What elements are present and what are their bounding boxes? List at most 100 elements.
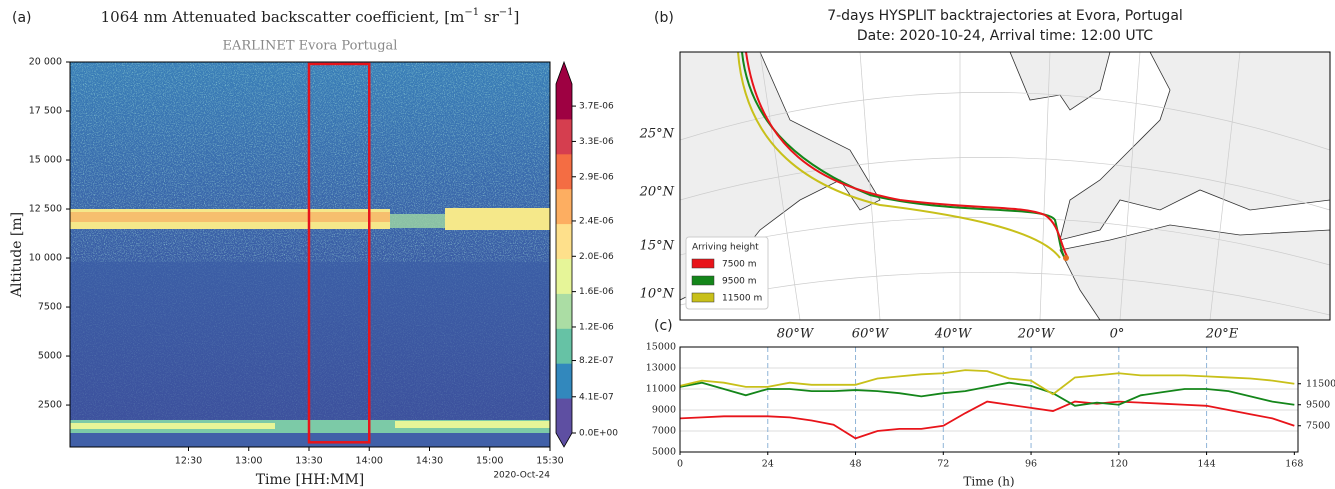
colorbar-swatch [556, 118, 572, 155]
title-unit: sr [479, 8, 499, 26]
y-tick-label: 10 000 [29, 253, 62, 264]
lon-label: 40°W [934, 327, 973, 342]
chart-subtitle: EARLINET Evora Portugal [223, 39, 398, 54]
panel-label: (c) [654, 318, 673, 334]
lon-label: 20°W [1017, 327, 1056, 342]
colorbar-swatch [556, 363, 572, 399]
lon-label: 80°W [777, 327, 815, 342]
y2-tick-label: 9500 [1306, 399, 1330, 410]
colorbar-tick-label: 1.2E-06 [579, 322, 614, 332]
title-text: 1064 nm Attenuated backscatter coefficie… [101, 8, 445, 26]
y-tick-label: 11000 [646, 384, 676, 395]
x-tick-label: 24 [762, 459, 774, 470]
colorbar-swatch [556, 188, 572, 225]
colorbar-tick-label: 0.0E+00 [579, 429, 618, 439]
x-axis-label: Time (h) [963, 475, 1014, 489]
y-tick-label: 2500 [38, 400, 62, 411]
colorbar-swatch [556, 223, 572, 259]
map [680, 52, 1330, 320]
plot-frame [69, 61, 551, 448]
plot-frame [679, 346, 1299, 453]
legend-title: Arriving height [692, 243, 759, 253]
lon-label: 20°E [1205, 327, 1239, 342]
colorbar-swatch [556, 153, 572, 190]
colorbar-swatch [556, 328, 572, 364]
lon-label: 0° [1110, 327, 1125, 342]
y-tick-label: 5000 [38, 351, 62, 362]
y-tick-label: 15 000 [29, 155, 62, 166]
lat-label: 20°N [639, 185, 675, 200]
panel-label: (b) [654, 10, 674, 26]
y-tick-label: 7500 [38, 302, 62, 313]
chart-subtitle: Date: 2020-10-24, Arrival time: 12:00 UT… [857, 28, 1153, 44]
colorbar-tick-label: 8.2E-07 [579, 356, 614, 366]
colorbar-tick-label: 2.0E-06 [579, 252, 614, 262]
x-tick-label: 15:30 [536, 456, 563, 467]
colorbar-swatch [556, 293, 572, 329]
date-label: 2020-Oct-24 [493, 471, 550, 481]
colorbar-tick-label: 4.1E-07 [579, 392, 614, 402]
lat-label: 10°N [640, 287, 675, 302]
x-tick-label: 14:30 [416, 456, 443, 467]
x-tick-label: 96 [1025, 459, 1037, 470]
colorbar-tick-label: 1.6E-06 [579, 287, 614, 297]
y2-tick-label: 11500 [1306, 378, 1335, 389]
title-sup: −1 [499, 7, 514, 18]
title-unit: [m [444, 8, 464, 26]
x-tick-label: 15:00 [476, 456, 503, 467]
colorbar-tick-label: 3.3E-06 [579, 137, 614, 147]
x-tick-label: 14:00 [356, 456, 383, 467]
colorbar-tick-label: 2.9E-06 [579, 172, 614, 182]
title-unit: ] [514, 8, 520, 26]
title-sup: −1 [464, 7, 479, 18]
series-line [679, 381, 1295, 407]
y2-tick-label: 7500 [1306, 420, 1330, 431]
x-tick-label: 168 [1285, 459, 1303, 470]
panel-label: (a) [12, 10, 32, 26]
colorbar-frame [555, 60, 573, 448]
legend-label: 9500 m [722, 277, 757, 287]
lat-label: 15°N [640, 239, 675, 254]
y-axis-label: Altitude [m] [9, 212, 25, 298]
y-tick-label: 12 500 [29, 204, 62, 215]
x-tick-label: 13:30 [295, 456, 322, 467]
legend-box [685, 236, 769, 310]
highlight-box [307, 62, 371, 444]
x-tick-label: 48 [849, 459, 861, 470]
legend-swatch [691, 292, 715, 303]
legend-swatch [691, 258, 715, 269]
colorbar-swatch [556, 258, 572, 294]
x-tick-label: 72 [937, 459, 949, 470]
legend-swatch [691, 275, 715, 286]
lat-label: 25°N [639, 127, 675, 142]
colorbar-swatch [556, 398, 572, 434]
colorbar-extend [556, 62, 572, 84]
map-frame [679, 51, 1331, 321]
y-tick-label: 15000 [646, 342, 676, 353]
x-tick-label: 12:30 [175, 456, 202, 467]
y-tick-label: 5000 [652, 447, 676, 458]
y-tick-label: 17 500 [29, 106, 62, 117]
lon-label: 60°W [852, 327, 890, 342]
x-tick-label: 120 [1110, 459, 1128, 470]
colorbar-swatch [556, 84, 572, 120]
chart-title: 1064 nm Attenuated backscatter coefficie… [101, 7, 520, 26]
chart-title: 7-days HYSPLIT backtrajectories at Evora… [827, 8, 1183, 24]
legend-label: 11500 m [722, 294, 762, 304]
colorbar-extend [556, 433, 572, 447]
colorbar-tick-label: 2.4E-06 [579, 216, 614, 226]
x-tick-label: 0 [677, 459, 683, 470]
series-line [679, 400, 1295, 440]
x-tick-label: 13:00 [235, 456, 262, 467]
y-tick-label: 7000 [652, 426, 676, 437]
colorbar-tick-label: 3.7E-06 [579, 102, 614, 112]
series-line [679, 369, 1295, 396]
x-tick-label: 144 [1198, 459, 1216, 470]
y-tick-label: 9000 [652, 405, 676, 416]
y-tick-label: 20 000 [29, 57, 62, 68]
y-tick-label: 13000 [646, 363, 676, 374]
legend-label: 7500 m [722, 260, 757, 270]
x-axis-label: Time [HH:MM] [256, 472, 365, 488]
